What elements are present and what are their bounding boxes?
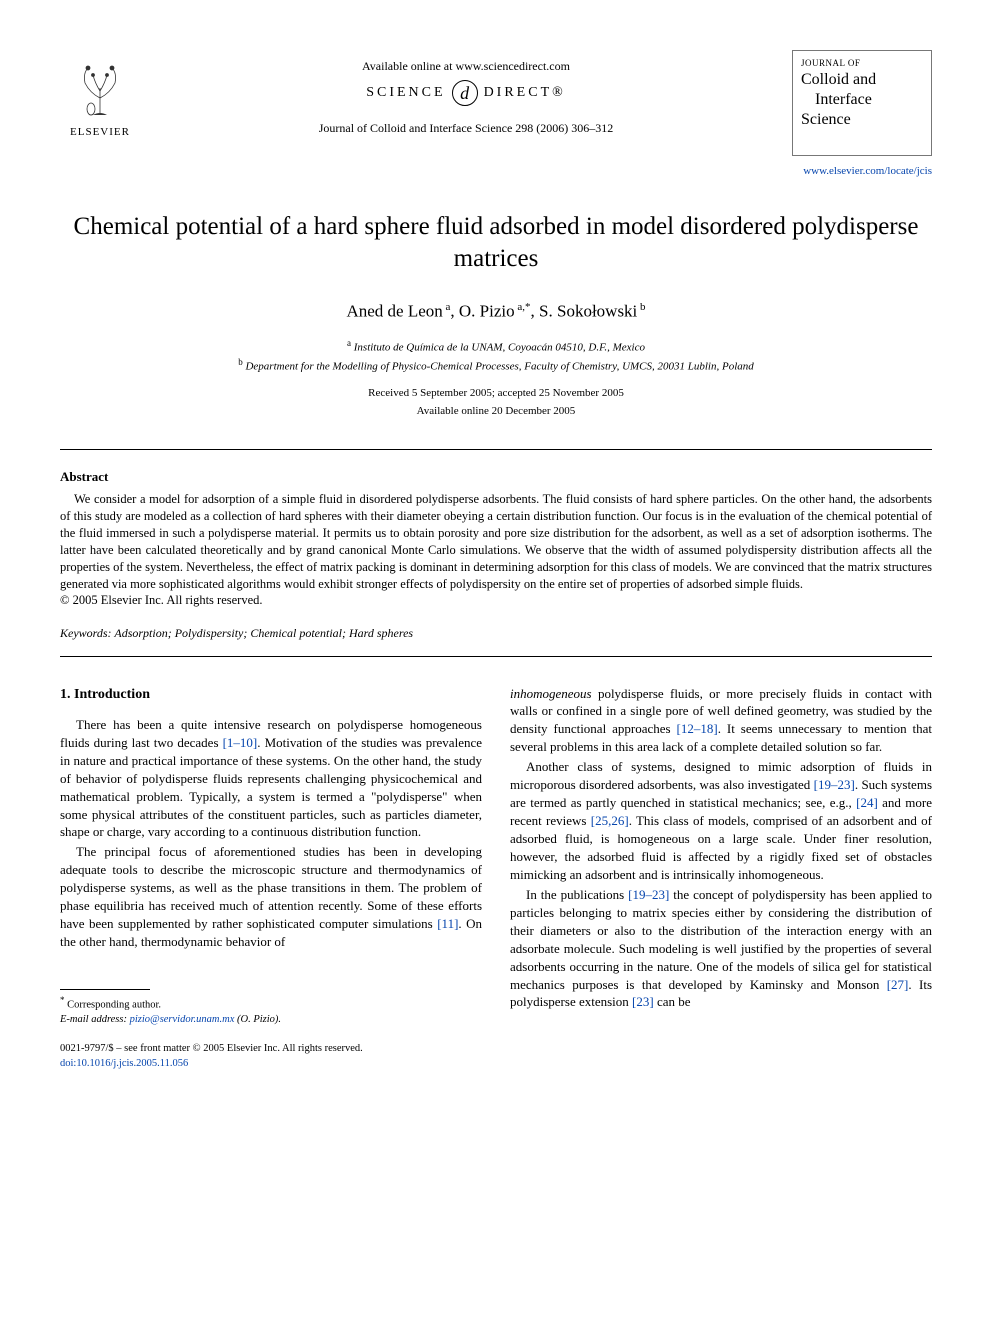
ref-12-18[interactable]: [12–18] bbox=[677, 721, 718, 736]
author-3: S. Sokołowski bbox=[539, 301, 637, 320]
affiliation-b: b Department for the Modelling of Physic… bbox=[60, 356, 932, 375]
ref-24[interactable]: [24] bbox=[856, 795, 878, 810]
column-right: inhomogeneous polydisperse fluids, or mo… bbox=[510, 685, 932, 1072]
corresp-text: Corresponding author. bbox=[67, 1000, 161, 1011]
sciencedirect-logo: SCIENCE d DIRECT® bbox=[140, 80, 792, 106]
para-r3-b: the concept of polydispersity has been a… bbox=[510, 887, 932, 992]
abstract-heading: Abstract bbox=[60, 468, 932, 486]
para-l2-a: The principal focus of aforementioned st… bbox=[60, 844, 482, 931]
journal-box-name-2: Interface Science bbox=[801, 90, 923, 128]
email-author: (O. Pizio). bbox=[237, 1014, 281, 1025]
para-r3-d: can be bbox=[654, 994, 691, 1009]
affiliation-b-text: Department for the Modelling of Physico-… bbox=[245, 361, 753, 373]
section-1-heading: 1. Introduction bbox=[60, 685, 482, 704]
publisher-name: ELSEVIER bbox=[70, 125, 130, 140]
author-3-affil: b bbox=[637, 301, 645, 313]
email-line: E-mail address: pizio@servidor.unam.mx (… bbox=[60, 1013, 482, 1028]
author-1-affil: a bbox=[443, 301, 451, 313]
journal-box-wrap: JOURNAL OF Colloid and Interface Science bbox=[792, 50, 932, 156]
para-r3: In the publications [19–23] the concept … bbox=[510, 886, 932, 1012]
ref-19-23-b[interactable]: [19–23] bbox=[628, 887, 669, 902]
rule-bottom bbox=[60, 656, 932, 657]
para-l1: There has been a quite intensive researc… bbox=[60, 716, 482, 842]
article-title: Chemical potential of a hard sphere flui… bbox=[60, 211, 932, 276]
journal-reference: Journal of Colloid and Interface Science… bbox=[140, 120, 792, 136]
keywords: Keywords: Adsorption; Polydispersity; Ch… bbox=[60, 625, 932, 641]
footer-bottom: 0021-9797/$ – see front matter © 2005 El… bbox=[60, 1042, 482, 1071]
issn-line: 0021-9797/$ – see front matter © 2005 El… bbox=[60, 1042, 482, 1057]
affiliations: a Instituto de Química de la UNAM, Coyoa… bbox=[60, 337, 932, 375]
corresponding-author: * Corresponding author. bbox=[60, 994, 482, 1013]
email-link[interactable]: pizio@servidor.unam.mx bbox=[130, 1014, 235, 1025]
journal-box-label: JOURNAL OF bbox=[801, 57, 923, 69]
elsevier-tree-icon bbox=[65, 53, 135, 123]
ref-25-26[interactable]: [25,26] bbox=[591, 813, 629, 828]
page: ELSEVIER Available online at www.science… bbox=[0, 0, 992, 1111]
header-center: Available online at www.sciencedirect.co… bbox=[140, 50, 792, 136]
abstract-text: We consider a model for adsorption of a … bbox=[60, 491, 932, 609]
email-label: E-mail address: bbox=[60, 1014, 127, 1025]
journal-box: JOURNAL OF Colloid and Interface Science bbox=[792, 50, 932, 156]
abstract-body: We consider a model for adsorption of a … bbox=[60, 491, 932, 592]
affiliation-a-text: Instituto de Química de la UNAM, Coyoacá… bbox=[354, 342, 645, 354]
doi-link[interactable]: doi:10.1016/j.jcis.2005.11.056 bbox=[60, 1058, 188, 1069]
author-2: O. Pizio bbox=[459, 301, 515, 320]
column-left: 1. Introduction There has been a quite i… bbox=[60, 685, 482, 1072]
ref-1-10[interactable]: [1–10] bbox=[223, 735, 258, 750]
para-l1-b: . Motivation of the studies was prevalen… bbox=[60, 735, 482, 840]
available-online-date: Available online 20 December 2005 bbox=[60, 403, 932, 421]
dates: Received 5 September 2005; accepted 25 N… bbox=[60, 385, 932, 420]
body-columns: 1. Introduction There has been a quite i… bbox=[60, 685, 932, 1072]
para-r1-em: inhomogeneous bbox=[510, 686, 592, 701]
header-row: ELSEVIER Available online at www.science… bbox=[60, 50, 932, 156]
footnote-rule bbox=[60, 989, 150, 990]
publisher-logo: ELSEVIER bbox=[60, 50, 140, 140]
available-online-text: Available online at www.sciencedirect.co… bbox=[140, 58, 792, 74]
journal-box-name-1: Colloid and bbox=[801, 70, 923, 89]
author-1: Aned de Leon bbox=[346, 301, 442, 320]
abstract-section: Abstract We consider a model for adsorpt… bbox=[60, 468, 932, 610]
ref-11[interactable]: [11] bbox=[437, 916, 458, 931]
authors: Aned de Leon a, O. Pizio a,*, S. Sokołow… bbox=[60, 300, 932, 324]
keywords-text: Adsorption; Polydispersity; Chemical pot… bbox=[114, 626, 413, 640]
keywords-label: Keywords: bbox=[60, 626, 112, 640]
author-2-affil: a,* bbox=[515, 301, 531, 313]
para-r3-a: In the publications bbox=[526, 887, 628, 902]
footnote-block: * Corresponding author. E-mail address: … bbox=[60, 989, 482, 1028]
received-accepted: Received 5 September 2005; accepted 25 N… bbox=[60, 385, 932, 403]
ref-23[interactable]: [23] bbox=[632, 994, 654, 1009]
para-l2: The principal focus of aforementioned st… bbox=[60, 843, 482, 951]
abstract-copyright: © 2005 Elsevier Inc. All rights reserved… bbox=[60, 593, 263, 607]
journal-link[interactable]: www.elsevier.com/locate/jcis bbox=[60, 164, 932, 179]
sciencedirect-left: SCIENCE bbox=[366, 84, 445, 103]
rule-top bbox=[60, 449, 932, 450]
affiliation-a: a Instituto de Química de la UNAM, Coyoa… bbox=[60, 337, 932, 356]
sciencedirect-d-icon: d bbox=[452, 80, 478, 106]
ref-27[interactable]: [27] bbox=[887, 977, 909, 992]
ref-19-23[interactable]: [19–23] bbox=[814, 777, 855, 792]
para-r1: inhomogeneous polydisperse fluids, or mo… bbox=[510, 685, 932, 757]
para-r2: Another class of systems, designed to mi… bbox=[510, 758, 932, 884]
sciencedirect-right: DIRECT® bbox=[484, 84, 566, 103]
